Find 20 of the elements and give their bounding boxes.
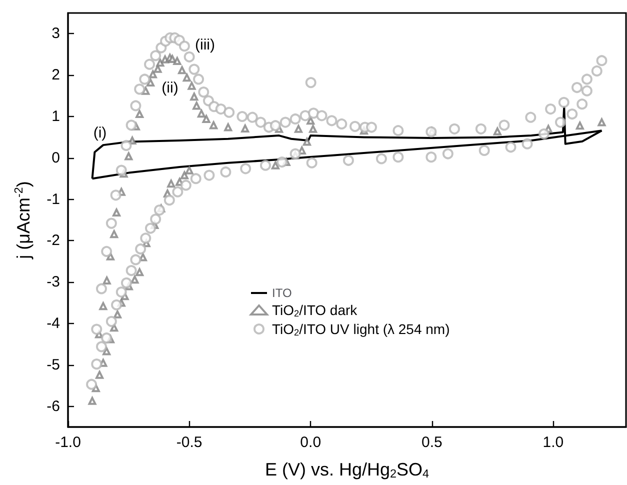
y-tick-label: -1 [46, 190, 60, 208]
y-tick-label: -6 [46, 398, 60, 415]
annotation: (i) [93, 124, 107, 142]
y-axis-title: j (μAcm-2) [12, 181, 34, 260]
y-tick-label: 2 [52, 66, 60, 84]
y-tick-label: 1 [52, 108, 60, 125]
y-tick-label: 0 [52, 149, 60, 166]
x-tick-label: -1.0 [55, 434, 81, 451]
legend-label: ITO [272, 286, 292, 300]
x-tick-label: 0.0 [300, 434, 322, 451]
y-tick-label: -4 [46, 315, 60, 332]
y-tick-label: -3 [46, 274, 60, 291]
y-tick-label: -5 [46, 356, 60, 374]
x-tick-label: 0.5 [421, 434, 442, 451]
x-tick-label: -0.5 [176, 434, 202, 451]
y-tick-label: 3 [52, 25, 60, 42]
y-tick-label: -2 [46, 232, 60, 250]
annotation: (iii) [195, 36, 215, 54]
x-tick-label: 1.0 [542, 434, 564, 451]
annotation: (ii) [162, 80, 178, 96]
